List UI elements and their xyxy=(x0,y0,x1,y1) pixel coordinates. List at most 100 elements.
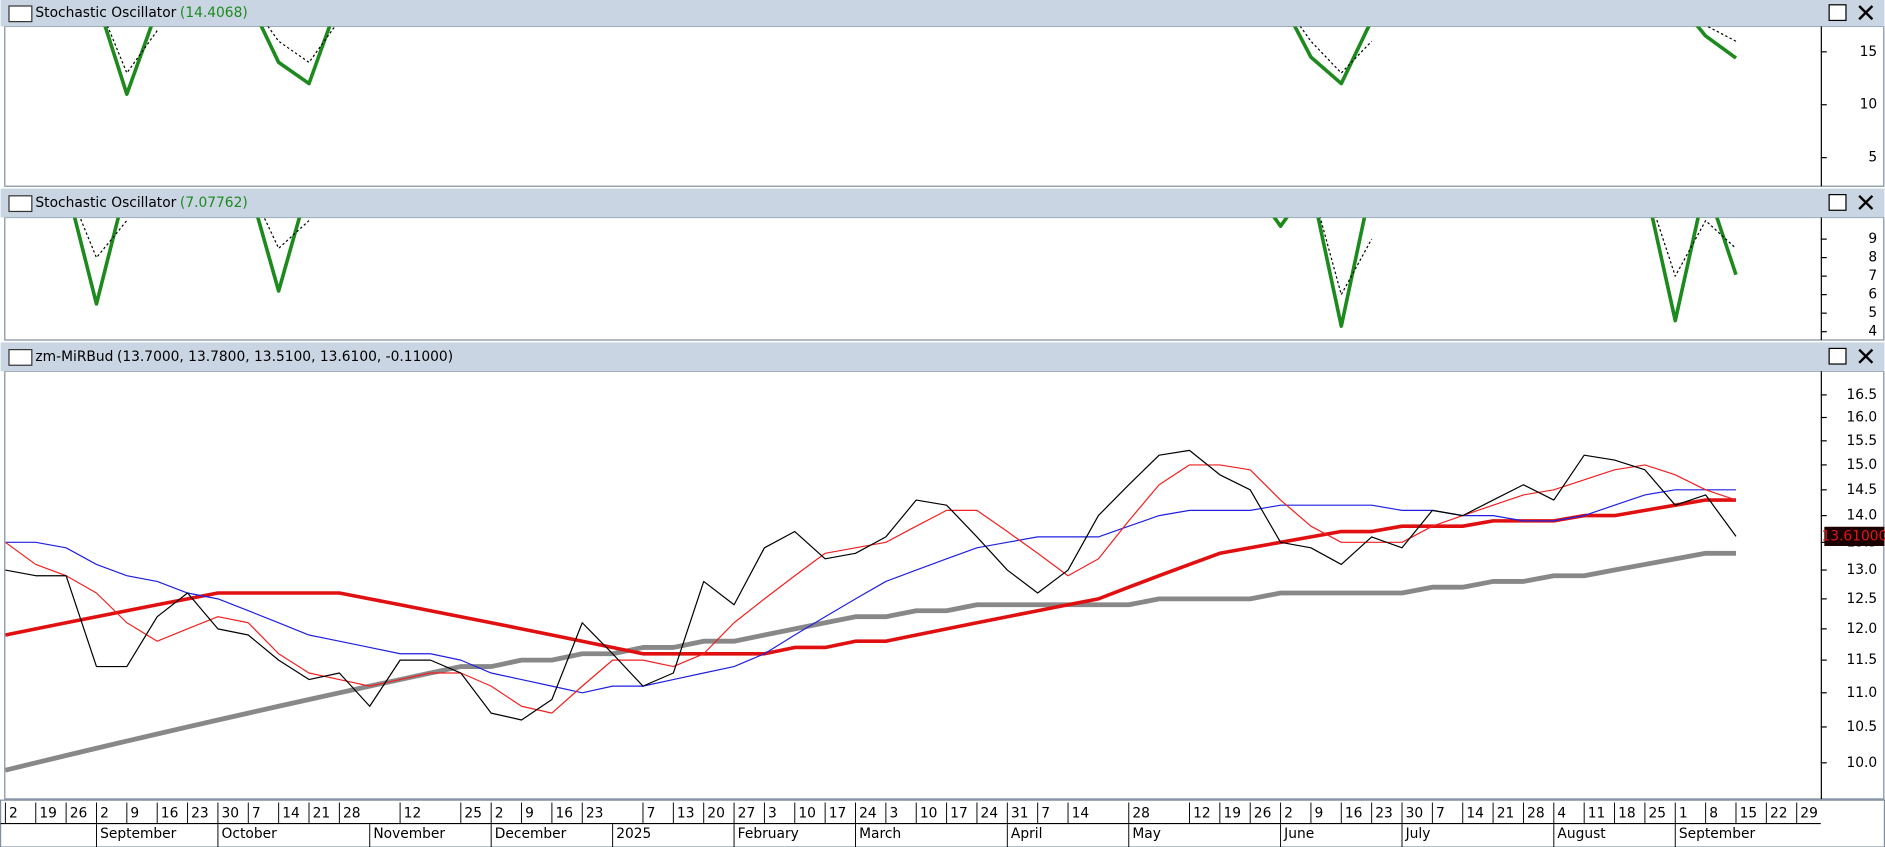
x-tick-label: 18 xyxy=(1618,805,1636,821)
x-tick-label: 3 xyxy=(768,805,777,821)
month-label: August xyxy=(1557,826,1606,842)
x-tick-label: 14 xyxy=(1072,805,1090,821)
y-tick-label: 14.0 xyxy=(1846,508,1877,524)
x-tick-label: 7 xyxy=(1041,805,1050,821)
panel-icon xyxy=(8,195,33,213)
title-text: Stochastic Oscillator xyxy=(35,195,176,211)
y-tick-label: 10.0 xyxy=(1846,755,1877,771)
panel-icon xyxy=(8,5,33,23)
x-tick-label: 9 xyxy=(1315,805,1324,821)
x-tick-label: 29 xyxy=(1800,805,1818,821)
y-tick-label: 9 xyxy=(1868,231,1877,247)
x-tick-label: 13 xyxy=(677,805,695,821)
series-line xyxy=(5,449,1737,721)
x-tick-label: 23 xyxy=(1375,805,1393,821)
x-tick-label: 8 xyxy=(1709,805,1718,821)
title-text: zm-MiRBud xyxy=(35,349,113,365)
y-tick-label: 16.0 xyxy=(1846,410,1877,426)
x-tick-label: 21 xyxy=(313,805,331,821)
x-tick-label: 31 xyxy=(1011,805,1029,821)
month-label: November xyxy=(373,826,445,842)
series-line xyxy=(72,217,1738,328)
x-tick-label: 28 xyxy=(1527,805,1545,821)
x-tick-label: 7 xyxy=(252,805,261,821)
panel-title: zm-MiRBud (13.7000, 13.7800, 13.5100, 13.… xyxy=(35,349,453,365)
month-label: September xyxy=(1679,826,1756,842)
x-tick-label: 9 xyxy=(525,805,534,821)
month-label: April xyxy=(1011,826,1043,842)
x-tick-label: 11 xyxy=(1588,805,1606,821)
x-tick-label: 16 xyxy=(1345,805,1363,821)
x-tick-label: 17 xyxy=(829,805,847,821)
panel-icon xyxy=(8,349,33,366)
close-button[interactable] xyxy=(1858,5,1874,21)
x-tick-label: 28 xyxy=(1132,805,1150,821)
x-tick-label: 26 xyxy=(1254,805,1272,821)
panel-frame xyxy=(4,216,1885,341)
panel-title: Stochastic Oscillator (14.4068) xyxy=(35,5,247,21)
y-tick-label: 14.5 xyxy=(1846,482,1877,498)
y-tick-label: 13.0 xyxy=(1846,562,1877,578)
y-tick-label: 12.0 xyxy=(1846,621,1877,637)
y-tick-label: 10.5 xyxy=(1846,719,1877,735)
x-tick-label: 28 xyxy=(343,805,361,821)
x-tick-label: 16 xyxy=(161,805,179,821)
x-tick-label: 24 xyxy=(981,805,999,821)
x-tick-label: 10 xyxy=(920,805,938,821)
maximize-button[interactable] xyxy=(1828,347,1847,365)
current-value: (14.4068) xyxy=(180,5,248,21)
y-tick-label: 6 xyxy=(1868,287,1877,303)
x-tick-label: 2 xyxy=(495,805,504,821)
x-tick-label: 14 xyxy=(1466,805,1484,821)
x-tick-label: 12 xyxy=(1193,805,1211,821)
x-tick-label: 27 xyxy=(738,805,756,821)
x-tick-label: 2 xyxy=(9,805,18,821)
x-tick-label: 30 xyxy=(1406,805,1424,821)
y-tick-label: 8 xyxy=(1868,250,1877,266)
x-tick-label: 19 xyxy=(1223,805,1241,821)
close-button[interactable] xyxy=(1858,348,1874,364)
y-tick-label: 7 xyxy=(1868,268,1877,284)
y-tick-label: 15.5 xyxy=(1846,433,1877,449)
maximize-button[interactable] xyxy=(1828,194,1847,211)
header-bar xyxy=(0,188,1885,218)
current-value: (7.07762) xyxy=(180,195,248,211)
y-tick-label: 16.5 xyxy=(1846,387,1877,403)
title-text: Stochastic Oscillator xyxy=(35,5,176,21)
series-line xyxy=(103,26,1738,96)
panel-frame xyxy=(4,370,1885,800)
x-tick-label: 12 xyxy=(404,805,422,821)
x-tick-label: 17 xyxy=(950,805,968,821)
month-label: February xyxy=(738,826,799,842)
maximize-button[interactable] xyxy=(1828,4,1847,22)
y-tick-label: 15 xyxy=(1860,44,1878,60)
close-button[interactable] xyxy=(1858,194,1874,210)
x-tick-label: 14 xyxy=(282,805,300,821)
y-tick-label: 5 xyxy=(1868,150,1877,166)
x-tick-label: 16 xyxy=(556,805,574,821)
month-label: September xyxy=(100,826,177,842)
y-tick-label: 12.5 xyxy=(1846,591,1877,607)
panel-header xyxy=(0,0,1885,27)
y-tick-label: 11.0 xyxy=(1846,685,1877,701)
panel-frame xyxy=(4,25,1885,187)
x-tick-label: 2 xyxy=(1284,805,1293,821)
x-tick-label: 21 xyxy=(1497,805,1515,821)
y-tick-label: 4 xyxy=(1868,324,1877,340)
y-tick-label: 15.0 xyxy=(1846,457,1877,473)
x-tick-label: 3 xyxy=(889,805,898,821)
month-label: October xyxy=(222,826,278,842)
month-label: May xyxy=(1132,826,1161,842)
x-tick-label: 15 xyxy=(1740,805,1758,821)
panel-title: Stochastic Oscillator (7.07762) xyxy=(35,195,247,211)
x-tick-label: 10 xyxy=(798,805,816,821)
x-tick-label: 23 xyxy=(586,805,604,821)
month-label: December xyxy=(495,826,567,842)
month-label: June xyxy=(1283,826,1314,842)
x-tick-label: 30 xyxy=(222,805,240,821)
x-tick-label: 4 xyxy=(1557,805,1566,821)
y-tick-label: 11.5 xyxy=(1846,652,1877,668)
x-tick-label: 7 xyxy=(1436,805,1445,821)
ohlc-values: (13.7000, 13.7800, 13.5100, 13.6100, -0.… xyxy=(117,349,453,365)
x-tick-label: 23 xyxy=(191,805,209,821)
